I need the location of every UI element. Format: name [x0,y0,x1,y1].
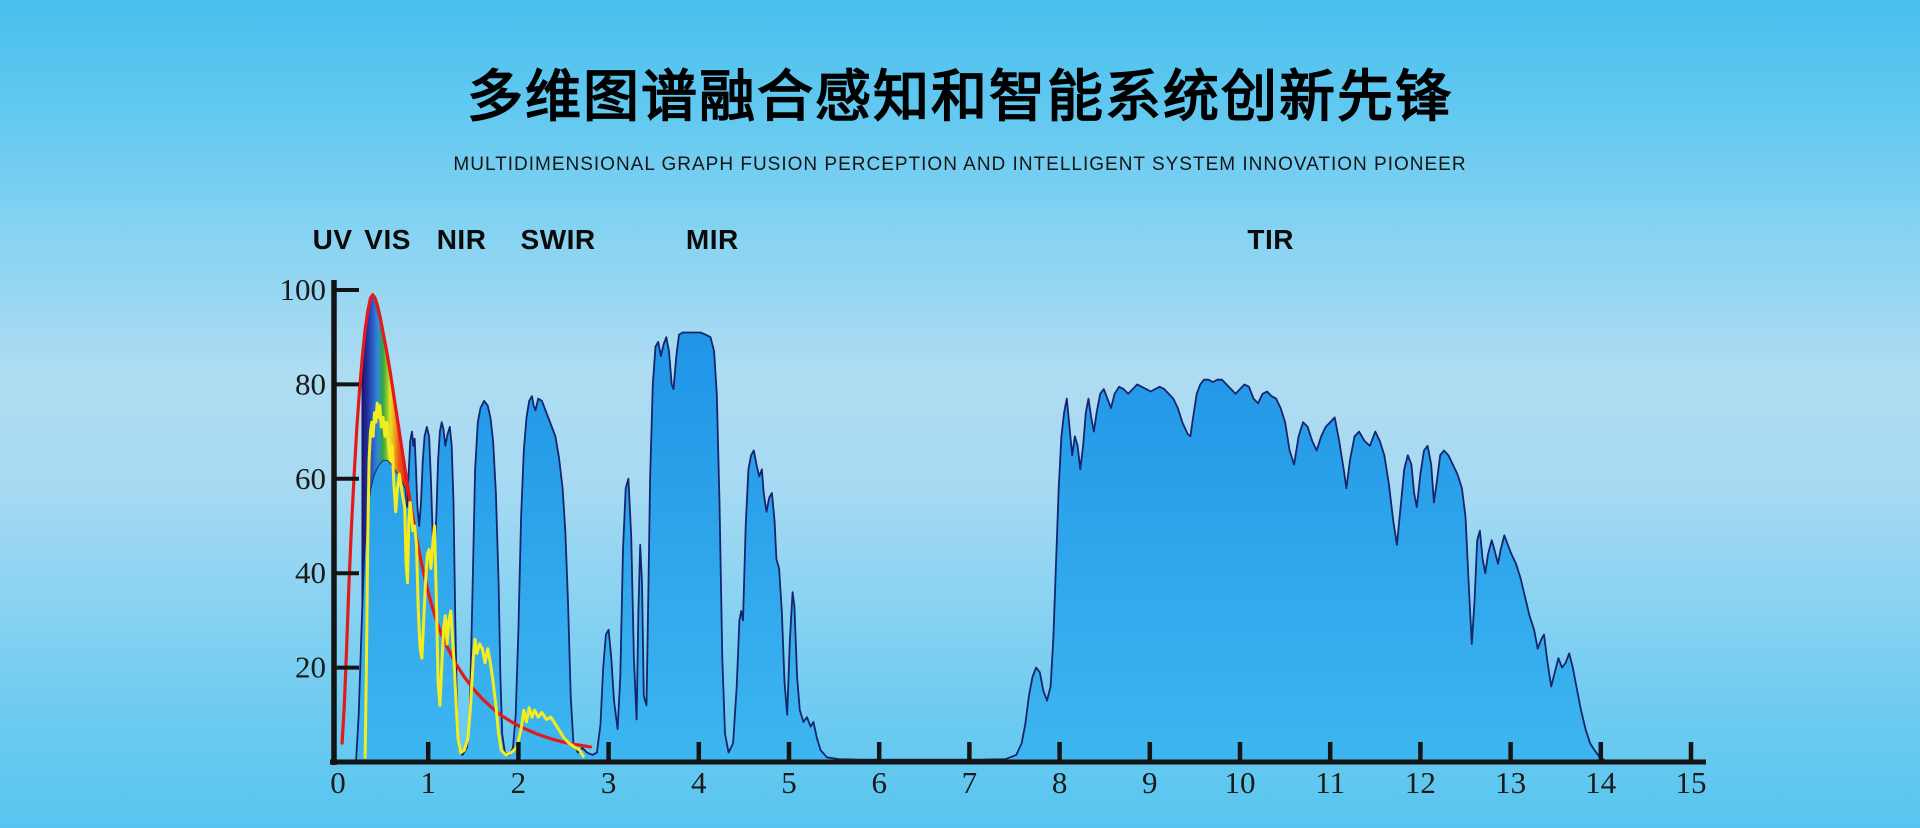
x-tick-label: 4 [691,765,707,800]
y-tick-label: 100 [280,272,327,307]
x-tick-label: 13 [1495,765,1526,800]
page-title: 多维图谱融合感知和智能系统创新先锋 [467,65,1453,128]
x-tick-label: 10 [1225,765,1256,800]
atmospheric-transmission-outline [355,331,1611,763]
solar-spectrum-curve [363,401,585,759]
x-tick-label: 3 [601,765,617,800]
y-tick-label: 40 [295,555,326,590]
x-tick-label: 15 [1676,765,1707,800]
visible-spectrum-rainbow-region [361,295,407,630]
x-tick-label: 12 [1405,765,1436,800]
page-subtitle: MULTIDIMENSIONAL GRAPH FUSION PERCEPTION… [453,154,1467,175]
x-tick-label: 2 [511,765,527,800]
band-label-tir: TIR [1247,224,1294,255]
band-label-uv: UV [312,224,353,255]
x-tick-label: 14 [1585,765,1617,800]
x-tick-label: 11 [1315,765,1345,800]
atmospheric-transmission-area [356,332,1610,762]
x-tick-label: 6 [871,765,887,800]
band-label-swir: SWIR [520,224,596,255]
x-tick-label: 1 [420,765,436,800]
band-label-vis: VIS [364,224,411,255]
y-tick-label: 60 [295,461,326,496]
band-label-nir: NIR [436,224,487,255]
x-tick-label: 5 [781,765,797,800]
y-tick-label: 80 [295,366,326,401]
y-tick-label: 20 [295,650,326,685]
x-tick-label: 8 [1052,765,1068,800]
x-tick-label: 9 [1142,765,1158,800]
x-tick-label: 7 [962,765,978,800]
x-tick-label: 0 [330,765,346,800]
band-label-mir: MIR [685,224,739,255]
